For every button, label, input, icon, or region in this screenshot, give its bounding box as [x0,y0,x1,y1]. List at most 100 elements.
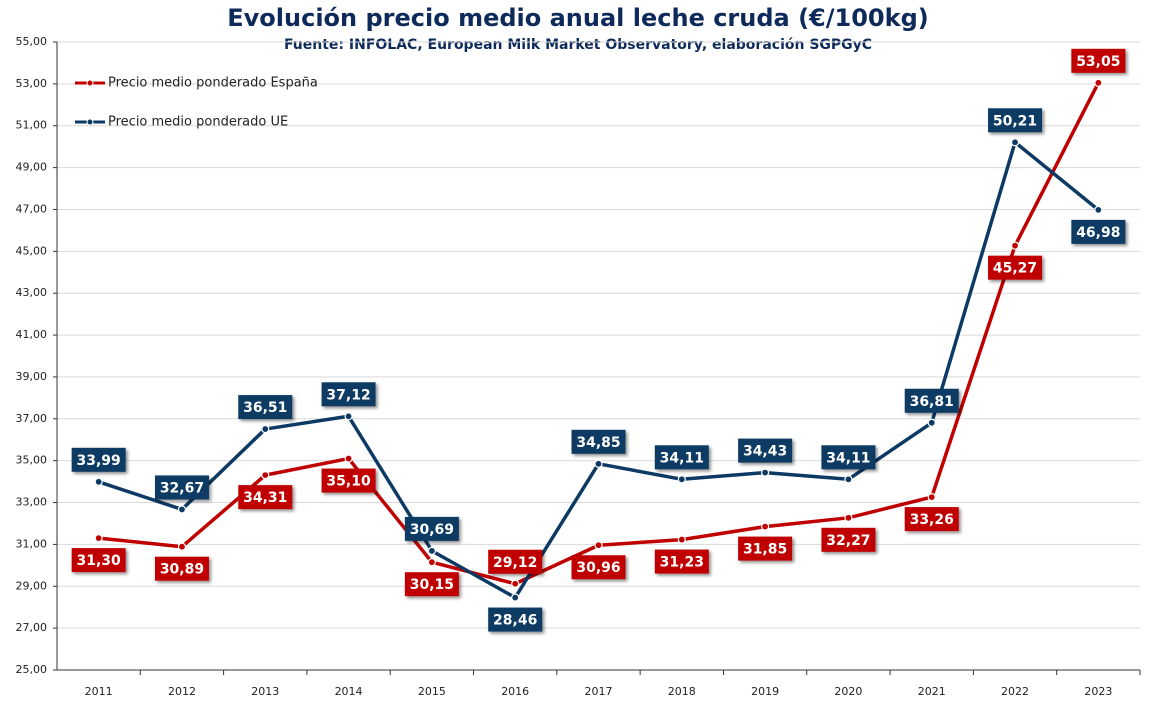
x-tick-label: 2014 [335,685,363,698]
x-tick-label: 2018 [668,685,696,698]
value-label: 34,85 [576,435,620,451]
point [761,522,770,531]
point [344,454,353,463]
point [844,475,853,484]
legend-marker [86,118,94,126]
point [677,475,686,484]
point [177,542,187,551]
value-label-box [154,475,209,500]
value-label-box [404,572,459,597]
value-label: 34,11 [826,450,870,466]
value-label: 30,15 [410,577,454,593]
y-tick-label: 41,00 [16,328,48,341]
y-tick-label: 45,00 [16,244,48,257]
value-label: 28,46 [493,613,537,629]
value-label-box [404,516,459,541]
value-label-box [821,445,876,470]
x-tick-label: 2012 [168,685,196,698]
value-label-box [738,438,793,463]
point [427,558,436,567]
point [177,505,187,514]
x-tick-label: 2021 [918,685,946,698]
x-tick-label: 2020 [834,685,862,698]
point [594,459,603,468]
value-label-box [654,445,709,470]
value-label-box [988,255,1043,280]
value-label: 30,96 [576,560,620,576]
x-tick-label: 2016 [501,685,529,698]
value-label-box [154,556,209,581]
y-tick-label: 25,00 [16,663,48,676]
value-label-box [904,507,959,532]
point [677,535,686,544]
x-tick-label: 2023 [1084,685,1112,698]
point [1094,205,1103,214]
y-tick-label: 35,00 [16,454,48,467]
value-label: 46,98 [1076,225,1120,241]
point [511,579,520,588]
point [511,593,520,602]
value-label: 30,69 [410,522,454,538]
value-label: 34,43 [743,444,787,460]
value-label-box [71,548,126,573]
value-label-box [571,429,626,454]
y-tick-label: 33,00 [16,496,48,509]
value-label: 34,11 [660,450,704,466]
point [1094,78,1103,87]
value-label-box [1071,48,1126,73]
value-label: 36,51 [243,400,287,416]
value-label: 34,31 [243,490,287,506]
value-label: 50,21 [993,113,1037,129]
point [1010,138,1020,147]
value-label-box [654,549,709,574]
value-label: 45,27 [993,261,1037,277]
x-tick-label: 2015 [418,685,446,698]
x-tick-label: 2011 [85,685,113,698]
value-label-box [321,468,376,493]
point [927,492,936,502]
point [94,477,103,486]
point [844,513,853,522]
value-label-box [238,395,293,420]
x-tick-label: 2022 [1001,685,1029,698]
point [344,412,353,421]
value-label: 36,81 [910,394,954,410]
value-label: 35,10 [326,474,371,490]
y-tick-label: 39,00 [16,370,48,383]
value-label-box [238,485,293,510]
x-tick-label: 2013 [251,685,279,698]
value-label: 37,12 [326,387,370,403]
value-label: 31,23 [660,555,704,571]
value-label-box [488,607,543,632]
point [1010,241,1020,250]
y-tick-label: 49,00 [16,161,48,174]
y-tick-label: 37,00 [16,412,48,425]
y-tick-label: 43,00 [16,286,48,299]
point [261,471,270,480]
value-label-box [1071,219,1126,244]
value-label-box [738,536,793,561]
point [594,541,603,550]
value-label-box [821,527,876,552]
value-label: 30,89 [160,562,204,578]
value-label-box [321,382,376,407]
y-tick-label: 27,00 [16,621,48,634]
x-tick-label: 2017 [585,685,613,698]
value-label-box [571,555,626,580]
value-label: 32,27 [826,533,870,549]
value-label: 32,67 [160,480,204,496]
y-tick-label: 51,00 [16,119,48,132]
value-label: 29,12 [493,555,537,571]
legend-label: Precio medio ponderado UE [108,115,288,130]
value-label: 31,85 [743,542,787,558]
chart-title: Evolución precio medio anual leche cruda… [227,4,928,32]
point [761,468,770,477]
value-label: 33,26 [910,512,954,528]
value-label: 33,99 [77,453,121,469]
value-label-box [904,388,959,413]
point [927,418,936,427]
y-tick-label: 47,00 [16,202,48,215]
x-tick-label: 2019 [751,685,779,698]
value-label: 53,05 [1076,54,1120,70]
